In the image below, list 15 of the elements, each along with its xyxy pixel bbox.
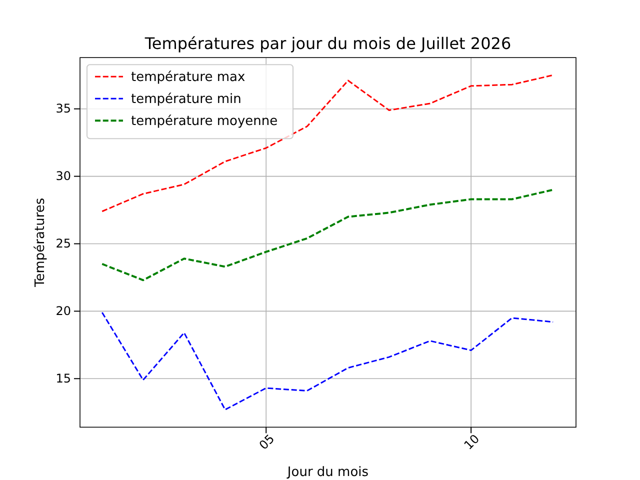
- y-tick-label: 25: [56, 236, 71, 251]
- legend-label: température min: [131, 92, 242, 108]
- y-tick-label: 30: [56, 169, 71, 184]
- y-axis-title: Températures: [33, 198, 48, 288]
- line-series: [101, 312, 554, 410]
- legend-label: température max: [131, 70, 246, 86]
- chart-title: Températures par jour du mois de Juillet 2026: [144, 34, 512, 53]
- y-tick-label: 15: [56, 371, 71, 386]
- y-tick-label: 35: [56, 102, 71, 116]
- y-tick-label: 20: [56, 304, 71, 318]
- x-tick-label: 05: [256, 432, 278, 452]
- line-series: [101, 188, 554, 282]
- x-axis-title: Jour du mois: [286, 465, 369, 480]
- legend-label: température moyenne: [131, 114, 278, 130]
- x-tick-label: 10: [461, 432, 482, 452]
